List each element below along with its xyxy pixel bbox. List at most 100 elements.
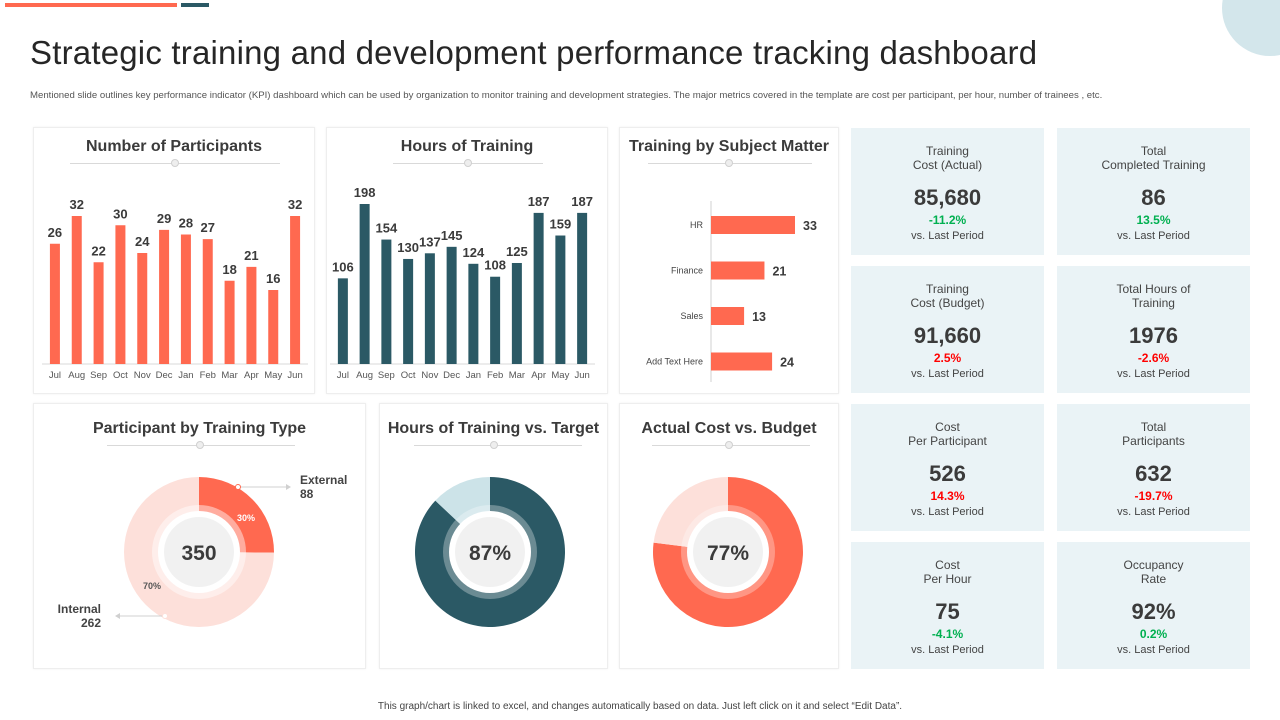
kpi-card: Training Cost (Budget) 91,660 2.5% vs. La… xyxy=(851,266,1044,393)
title-divider-dot xyxy=(196,441,204,449)
hours-chart-card: Hours of Training 106 Jul 198 Aug 154 Sep 130 O… xyxy=(326,127,608,394)
legend-value-external: 88 xyxy=(300,487,314,501)
bar xyxy=(115,225,126,364)
title-divider-dot xyxy=(725,159,733,167)
data-label: 33 xyxy=(803,219,817,233)
footer-note: This graph/chart is linked to excel, and… xyxy=(377,701,903,712)
chart-title: Hours of Training vs. Target xyxy=(387,420,600,437)
kpi-change: -11.2% xyxy=(928,213,967,227)
kpi-card: Occupancy Rate 92% 0.2% vs. Last Period xyxy=(1057,542,1250,669)
x-tick-label: Mar xyxy=(509,370,525,381)
data-label: 26 xyxy=(48,225,62,240)
kpi-label: Total Hours of Training xyxy=(1057,282,1250,310)
title-divider-dot xyxy=(464,159,472,167)
kpi-change: 0.2% xyxy=(1139,627,1168,641)
hours-bar-chart[interactable]: 106 Jul 198 Aug 154 Sep 130 Oct 137 Nov 145 Dec 124 J… xyxy=(327,128,609,395)
data-label: 125 xyxy=(506,244,528,259)
chart-title: Actual Cost vs. Budget xyxy=(641,420,817,437)
x-tick-label: Apr xyxy=(531,370,546,381)
x-tick-label: Aug xyxy=(68,370,85,381)
cost-vs-budget-card: Actual Cost vs. Budget 77% xyxy=(619,403,839,669)
kpi-value: 75 xyxy=(935,599,960,624)
legend-value-internal: 262 xyxy=(81,616,101,630)
x-tick-label: Jun xyxy=(287,370,302,381)
leader-dot xyxy=(162,613,168,619)
bar xyxy=(577,212,588,364)
x-tick-label: May xyxy=(551,370,569,381)
x-tick-label: Dec xyxy=(443,370,460,381)
accent-bar-coral xyxy=(5,3,177,7)
bar xyxy=(468,263,479,364)
bar xyxy=(71,216,82,364)
participants-bar-chart[interactable]: 26 Jul 32 Aug 22 Sep 30 Oct 24 Nov 29 Dec 28 Jan 27 Feb… xyxy=(34,128,316,395)
x-tick-label: Feb xyxy=(487,370,503,381)
x-tick-label: Nov xyxy=(421,370,438,381)
kpi-value: 91,660 xyxy=(913,323,982,348)
slice-percent-label: 30% xyxy=(237,513,255,523)
participants-chart-card: Number of Participants 26 Jul 32 Aug 22 Sep 30… xyxy=(33,127,315,394)
x-tick-label: Jul xyxy=(49,370,61,381)
kpi-label-line2: Completed Training xyxy=(1101,158,1206,172)
kpi-change: -4.1% xyxy=(931,627,964,641)
data-label: 124 xyxy=(463,245,485,260)
y-tick-label: HR xyxy=(690,220,703,230)
kpi-comparison-label: vs. Last Period xyxy=(911,368,984,380)
hours-vs-target-donut[interactable]: 87% xyxy=(380,404,609,670)
kpi-comparison-label: vs. Last Period xyxy=(911,230,984,242)
data-label: 22 xyxy=(91,243,105,258)
kpi-label-line1: Cost xyxy=(935,420,960,434)
kpi-card: Cost Per Participant 526 14.3% vs. Last P… xyxy=(851,404,1044,531)
data-label: 24 xyxy=(780,356,794,370)
kpi-change: 2.5% xyxy=(933,351,962,365)
legend-label-internal: Internal xyxy=(58,602,101,616)
kpi-value: 1976 xyxy=(1129,323,1178,348)
kpi-label: Training Cost (Budget) xyxy=(851,282,1044,310)
bar xyxy=(403,258,414,364)
legend-label-external: External xyxy=(300,473,347,487)
title-divider-dot xyxy=(725,441,733,449)
kpi-card: Total Participants 632 -19.7% vs. Last Pe… xyxy=(1057,404,1250,531)
bar xyxy=(359,204,370,364)
subject-hbar-chart[interactable]: 33 HR 21 Finance 13 Sales 24 Add Text Here xyxy=(620,128,840,395)
page-subtitle: Mentioned slide outlines key performance… xyxy=(30,90,1103,101)
kpi-label: Occupancy Rate xyxy=(1057,558,1250,586)
bar xyxy=(202,239,213,364)
y-tick-label: Add Text Here xyxy=(646,357,703,367)
kpi-label: Total Participants xyxy=(1057,420,1250,448)
kpi-label-line2: Participants xyxy=(1122,434,1185,448)
arrow-icon xyxy=(115,613,120,619)
kpi-label-line1: Total xyxy=(1140,420,1167,434)
data-label: 21 xyxy=(772,265,786,279)
donut-center-label: 87% xyxy=(469,542,511,565)
cost-vs-budget-donut[interactable]: 77% xyxy=(620,404,840,670)
bar xyxy=(49,243,60,364)
x-tick-label: Feb xyxy=(200,370,216,381)
bar xyxy=(180,234,191,364)
data-label: 106 xyxy=(332,259,354,274)
data-label: 30 xyxy=(113,206,127,221)
data-label: 16 xyxy=(266,271,280,286)
data-label: 187 xyxy=(528,194,550,209)
kpi-value: 86 xyxy=(1141,185,1166,210)
data-label: 32 xyxy=(288,197,302,212)
training-type-card: Participant by Training Type 350 30% 70% Ex… xyxy=(33,403,366,669)
data-label: 29 xyxy=(157,211,171,226)
kpi-change: -19.7% xyxy=(1134,489,1173,503)
data-label: 154 xyxy=(376,221,398,236)
kpi-label-line1: Occupancy xyxy=(1123,558,1184,572)
kpi-comparison-label: vs. Last Period xyxy=(911,644,984,656)
data-label: 187 xyxy=(571,194,593,209)
y-tick-label: Finance xyxy=(671,266,703,276)
kpi-comparison-label: vs. Last Period xyxy=(1117,644,1190,656)
x-tick-label: Mar xyxy=(221,370,237,381)
x-tick-label: Apr xyxy=(244,370,259,381)
page-title: Strategic training and development perfo… xyxy=(30,34,1038,71)
data-label: 145 xyxy=(441,228,463,243)
title-divider xyxy=(414,445,582,446)
kpi-value: 526 xyxy=(929,461,966,486)
kpi-label-line1: Total Hours of xyxy=(1116,282,1191,296)
x-tick-label: Dec xyxy=(156,370,173,381)
x-tick-label: Oct xyxy=(401,370,416,381)
bar xyxy=(337,278,348,364)
